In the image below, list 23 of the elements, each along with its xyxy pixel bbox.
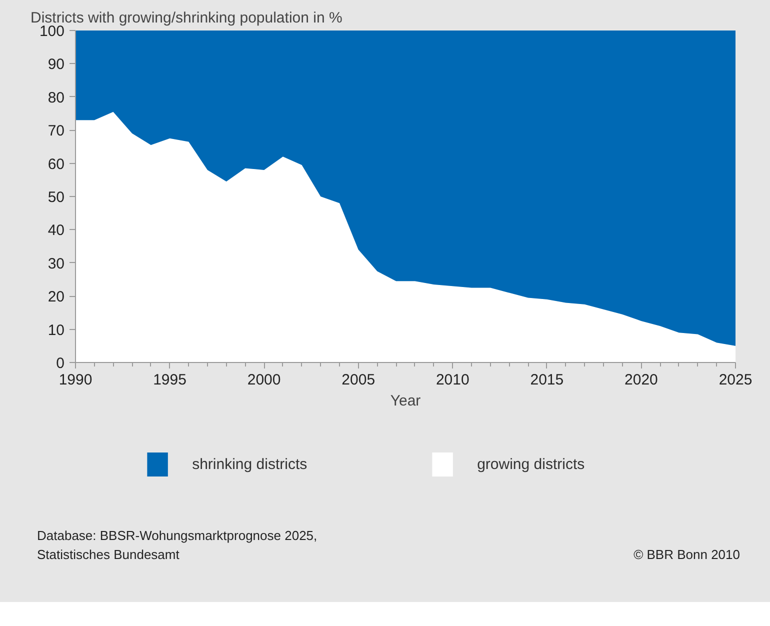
y-tick-label: 70 (48, 122, 65, 140)
x-tick-label: 2025 (718, 372, 752, 388)
x-tick-label: 2000 (247, 372, 281, 388)
y-tick-label: 40 (48, 222, 65, 240)
x-tick-label: 2015 (530, 372, 564, 388)
y-tick-label: 90 (48, 56, 65, 74)
y-tick-label: 60 (48, 156, 65, 173)
y-tick-label: 50 (48, 189, 65, 206)
x-tick-label: 1990 (58, 372, 92, 388)
x-axis-title: Year (390, 392, 421, 410)
y-tick-label: 0 (56, 355, 64, 372)
annotation: Database: BBSR-Wohungsmarktprognose 2025, Statistisches Bundesamt (37, 527, 318, 564)
legend-label: growing districts (477, 456, 585, 473)
annotation: © BBR Bonn 2010 (634, 546, 740, 564)
x-tick-label: 2010 (436, 372, 470, 388)
x-tick-label: 2005 (342, 372, 376, 388)
legend-label: shrinking districts (192, 456, 308, 473)
y-tick-label: 20 (48, 288, 65, 306)
y-tick-label: 30 (48, 255, 65, 272)
y-tick-label: 80 (48, 89, 65, 106)
x-tick-label: 1995 (153, 372, 186, 388)
y-tick-label: 10 (48, 322, 65, 339)
x-tick-label: 2020 (624, 372, 658, 388)
